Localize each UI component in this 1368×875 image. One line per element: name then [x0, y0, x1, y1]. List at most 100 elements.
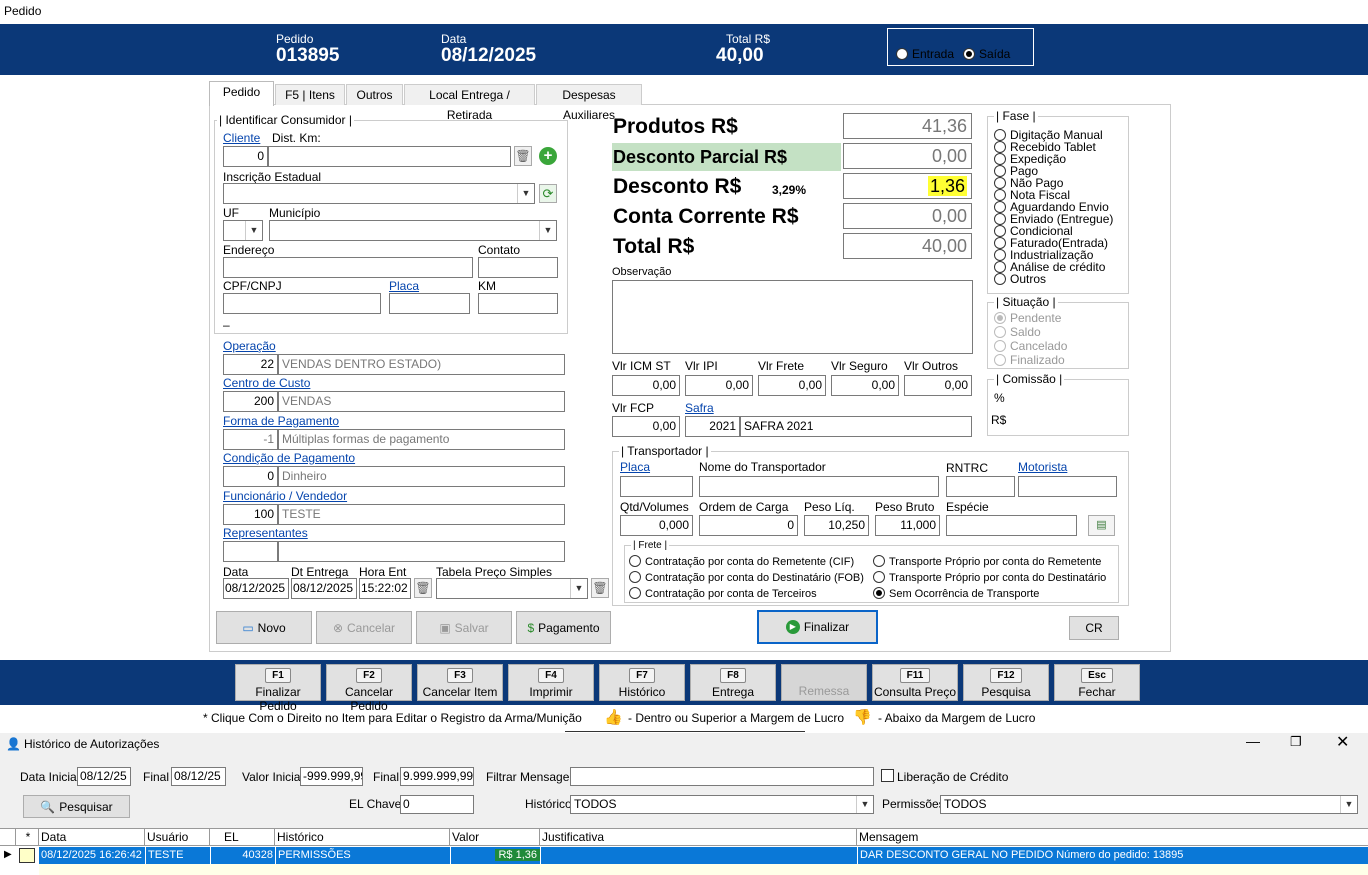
- fcp-input[interactable]: 0,00: [612, 416, 680, 437]
- col-header-valor[interactable]: Valor: [450, 829, 540, 846]
- icmst-input[interactable]: 0,00: [612, 375, 680, 396]
- data-input[interactable]: 08/12/2025: [223, 578, 289, 599]
- forma-code[interactable]: -1: [223, 429, 278, 450]
- col-header-el-chave[interactable]: EL Chave: [210, 829, 275, 861]
- frete-input[interactable]: 0,00: [758, 375, 826, 396]
- fase-option[interactable]: Análise de crédito: [994, 261, 1113, 273]
- cancelar-button[interactable]: ⊗ Cancelar: [316, 611, 412, 644]
- filtrar-input[interactable]: [570, 767, 874, 786]
- fase-option[interactable]: Enviado (Entregue): [994, 213, 1113, 225]
- centro-code[interactable]: 200: [223, 391, 278, 412]
- seguro-input[interactable]: 0,00: [831, 375, 899, 396]
- col-header-justificativa[interactable]: Justificativa: [540, 829, 857, 846]
- tabela-preco-select[interactable]: ▼: [436, 578, 588, 599]
- forma-pagamento-link[interactable]: Forma de Pagamento: [223, 414, 340, 428]
- km-input[interactable]: [478, 293, 558, 314]
- condicao-code[interactable]: 0: [223, 466, 278, 487]
- data-inicial-input[interactable]: 08/12/25: [77, 767, 131, 786]
- cliente-code-input[interactable]: 0: [223, 146, 268, 167]
- cpf-input[interactable]: [223, 293, 381, 314]
- liberacao-checkbox[interactable]: [881, 769, 894, 782]
- historico-select[interactable]: TODOS ▼: [570, 795, 874, 814]
- fase-option[interactable]: Outros: [994, 273, 1113, 285]
- placa-link[interactable]: Placa: [389, 279, 420, 293]
- rntrc-input[interactable]: [946, 476, 1015, 497]
- cr-button[interactable]: CR: [1069, 616, 1119, 640]
- f7-historico-button[interactable]: F7 Histórico: [599, 664, 685, 701]
- col-header-mensagem[interactable]: Mensagem: [859, 830, 919, 844]
- motorista-input[interactable]: [1018, 476, 1117, 497]
- trash-icon[interactable]: 🗑: [414, 578, 432, 598]
- cliente-name-input[interactable]: [268, 146, 511, 167]
- entrada-radio[interactable]: Entrada: [896, 47, 954, 61]
- restore-icon[interactable]: ❐: [1290, 734, 1302, 749]
- hora-ent-input[interactable]: 15:22:02: [359, 578, 411, 599]
- especie-input[interactable]: [946, 515, 1077, 536]
- observacao-textarea[interactable]: [612, 280, 973, 354]
- frete-sem-ocorrencia-option[interactable]: Sem Ocorrência de Transporte: [873, 587, 1039, 600]
- col-header-data[interactable]: Data: [39, 829, 145, 846]
- fase-option[interactable]: Expedição: [994, 153, 1113, 165]
- cliente-link[interactable]: Cliente: [223, 131, 261, 145]
- f12-pesquisa-button[interactable]: F12 Pesquisa: [963, 664, 1049, 701]
- motorista-link[interactable]: Motorista: [1018, 460, 1068, 474]
- transp-nome-input[interactable]: [699, 476, 939, 497]
- ie-select[interactable]: ▼: [223, 183, 535, 204]
- col-header-usuario[interactable]: Usuário: [145, 829, 210, 846]
- endereco-input[interactable]: [223, 257, 473, 278]
- transp-placa-input[interactable]: [620, 476, 693, 497]
- f3-cancelar-item-button[interactable]: F3 Cancelar Item: [417, 664, 503, 701]
- minimize-icon[interactable]: —: [1246, 733, 1260, 749]
- refresh-icon[interactable]: ⟳: [539, 184, 557, 203]
- ipi-input[interactable]: 0,00: [685, 375, 753, 396]
- municipio-select[interactable]: ▼: [269, 220, 557, 241]
- fase-option[interactable]: Aguardando Envio: [994, 201, 1113, 213]
- peso-liq-input[interactable]: 10,250: [804, 515, 869, 536]
- contato-input[interactable]: [478, 257, 558, 278]
- novo-button[interactable]: ▭ Novo: [216, 611, 312, 644]
- col-header-historico[interactable]: Histórico: [275, 829, 450, 846]
- frete-proprio-remetente-option[interactable]: Transporte Próprio por conta do Remetent…: [873, 555, 1101, 568]
- fase-option[interactable]: Condicional: [994, 225, 1113, 237]
- remessa-button[interactable]: Remessa: [781, 664, 867, 701]
- pagamento-button[interactable]: $ Pagamento: [516, 611, 611, 644]
- frete-terceiros-option[interactable]: Contratação por conta de Terceiros: [629, 587, 817, 600]
- desconto-value[interactable]: 1,36: [843, 173, 972, 199]
- valor-final-input[interactable]: 9.999.999,99: [400, 767, 474, 786]
- f2-cancelar-pedido-button[interactable]: F2 Cancelar Pedido: [326, 664, 412, 713]
- finalizar-button[interactable]: ▶ Finalizar: [757, 610, 878, 644]
- f11-consulta-preco-button[interactable]: F11 Consulta Preço: [872, 664, 958, 701]
- data-final-input[interactable]: 08/12/25: [171, 767, 226, 786]
- tab-despesas[interactable]: Despesas Auxiliares: [536, 84, 642, 122]
- fase-option[interactable]: Nota Fiscal: [994, 189, 1113, 201]
- table-row[interactable]: [39, 847, 1368, 864]
- el-chave-input[interactable]: 0: [400, 795, 474, 814]
- fase-option[interactable]: Industrialização: [994, 249, 1113, 261]
- f1-finalizar-button[interactable]: F1 Finalizar Pedido: [235, 664, 321, 713]
- centro-custo-link[interactable]: Centro de Custo: [223, 376, 311, 390]
- pesquisar-button[interactable]: 🔍 Pesquisar: [23, 795, 130, 818]
- permissoes-select[interactable]: TODOS ▼: [940, 795, 1358, 814]
- operacao-code[interactable]: 22: [223, 354, 278, 375]
- transp-placa-link[interactable]: Placa: [620, 460, 651, 474]
- valor-inicial-input[interactable]: -999.999,99: [300, 767, 363, 786]
- frete-cif-option[interactable]: Contratação por conta do Remetente (CIF): [629, 555, 854, 568]
- saida-radio[interactable]: Saída: [963, 47, 1010, 61]
- f4-imprimir-button[interactable]: F4 Imprimir: [508, 664, 594, 701]
- close-icon[interactable]: ✕: [1336, 734, 1350, 751]
- tab-itens[interactable]: F5 | Itens: [275, 84, 345, 105]
- dt-entrega-input[interactable]: 08/12/2025: [291, 578, 357, 599]
- calendar-icon[interactable]: ▤: [1088, 515, 1115, 536]
- tab-outros[interactable]: Outros: [346, 84, 403, 105]
- peso-bruto-input[interactable]: 11,000: [875, 515, 940, 536]
- salvar-button[interactable]: ▣ Salvar: [416, 611, 512, 644]
- placa-input[interactable]: [389, 293, 470, 314]
- trash-icon[interactable]: 🗑: [591, 578, 609, 598]
- trash-icon[interactable]: 🗑: [514, 146, 532, 166]
- ordem-input[interactable]: 0: [699, 515, 798, 536]
- funcionario-code[interactable]: 100: [223, 504, 278, 525]
- fase-option[interactable]: Digitação Manual: [994, 129, 1113, 141]
- fase-option[interactable]: Recebido Tablet: [994, 141, 1113, 153]
- condicao-pagamento-link[interactable]: Condição de Pagamento: [223, 451, 356, 465]
- tab-pedido[interactable]: Pedido: [209, 81, 274, 106]
